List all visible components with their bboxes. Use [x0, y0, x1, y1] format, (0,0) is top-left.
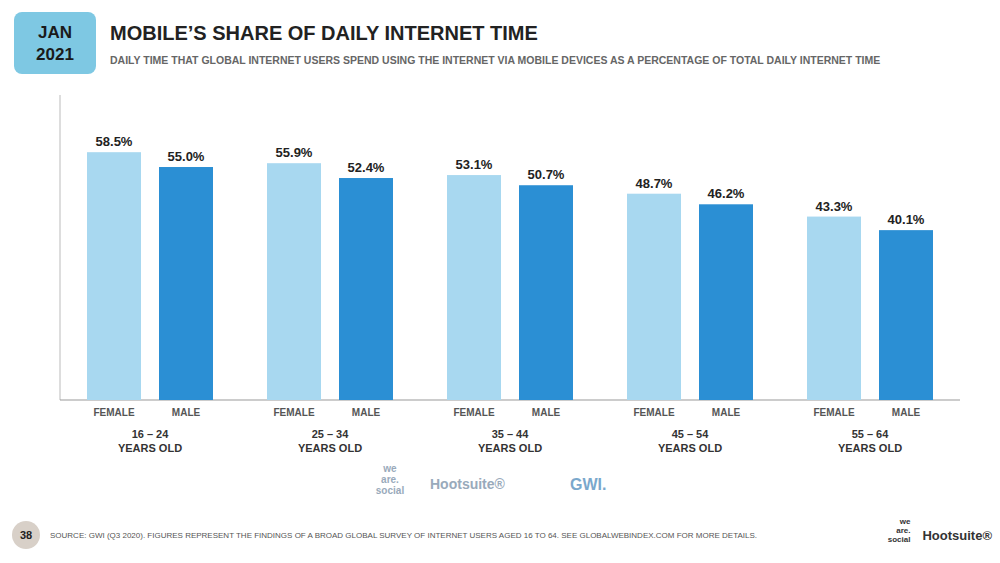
- bar: [159, 167, 213, 400]
- logo-text: Hootsuite®: [922, 528, 992, 543]
- category-label: 25 – 34YEARS OLD: [298, 428, 362, 454]
- series-label: MALE: [532, 407, 561, 418]
- watermark: Hootsuite®: [430, 476, 506, 492]
- series-label: FEMALE: [453, 407, 494, 418]
- series-label: FEMALE: [633, 407, 674, 418]
- bar: [339, 178, 393, 400]
- value-label: 40.1%: [888, 212, 925, 227]
- bar: [87, 152, 141, 400]
- series-label: MALE: [352, 407, 381, 418]
- value-label: 52.4%: [348, 160, 385, 175]
- category-label: 16 – 24YEARS OLD: [118, 428, 182, 454]
- series-label: MALE: [712, 407, 741, 418]
- chart: JAN2021 MOBILE’S SHARE OF DAILY INTERNET …: [0, 0, 1000, 563]
- value-label: 43.3%: [816, 199, 853, 214]
- value-label: 46.2%: [708, 186, 745, 201]
- category-label: 55 – 64YEARS OLD: [838, 428, 902, 454]
- bar: [879, 230, 933, 400]
- bars: [87, 152, 933, 400]
- series-label: MALE: [892, 407, 921, 418]
- series-label: MALE: [172, 407, 201, 418]
- value-label: 50.7%: [528, 167, 565, 182]
- bar: [807, 217, 861, 400]
- bar: [447, 175, 501, 400]
- page-circle: [12, 521, 40, 549]
- source: SOURCE: GWI (Q3 2020). FIGURES REPRESENT…: [50, 531, 757, 540]
- page-number: 38: [20, 529, 32, 541]
- y-axis-line: [60, 95, 61, 400]
- value-label: 48.7%: [636, 176, 673, 191]
- value-label: 55.9%: [276, 145, 313, 160]
- bar: [627, 194, 681, 400]
- date: JAN2021: [36, 23, 74, 64]
- bar: [519, 185, 573, 400]
- logo-text: weare.social: [888, 517, 911, 544]
- bar: [267, 163, 321, 400]
- value-label: 58.5%: [96, 134, 133, 149]
- title: MOBILE’S SHARE OF DAILY INTERNET TIME: [110, 22, 538, 44]
- series-label: FEMALE: [273, 407, 314, 418]
- date-badge: [14, 12, 96, 74]
- watermark: GWI.: [570, 476, 606, 493]
- series-label: FEMALE: [813, 407, 854, 418]
- series-label: FEMALE: [93, 407, 134, 418]
- value-label: 53.1%: [456, 157, 493, 172]
- category-label: 45 – 54YEARS OLD: [658, 428, 722, 454]
- bar: [699, 204, 753, 400]
- category-label: 35 – 44YEARS OLD: [478, 428, 542, 454]
- labels: 58.5% FEMALE 55.9% FEMALE 53.1% FEMALE 48.7% FE…: [93, 134, 924, 454]
- watermark: weare.social: [376, 463, 405, 496]
- value-label: 55.0%: [168, 149, 205, 164]
- subtitle: DAILY TIME THAT GLOBAL INTERNET USERS SP…: [110, 54, 880, 66]
